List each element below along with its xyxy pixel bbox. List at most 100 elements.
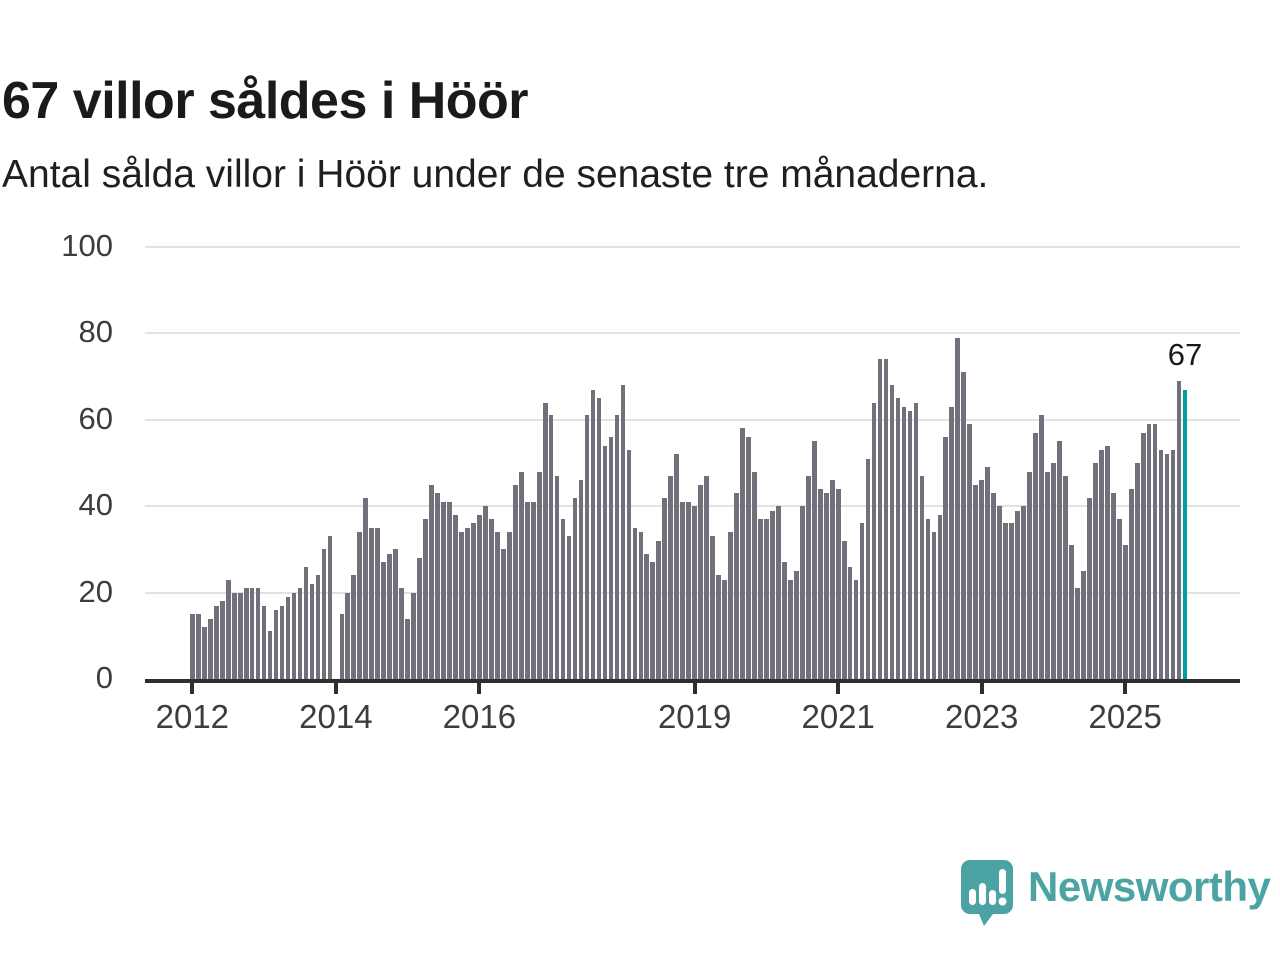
bar <box>925 519 931 679</box>
bar <box>829 480 835 679</box>
bar <box>1027 471 1032 679</box>
bar <box>548 415 554 679</box>
bar <box>650 562 656 679</box>
x-axis-tick-mark <box>836 683 841 694</box>
bar <box>297 588 303 679</box>
bar <box>1170 450 1176 679</box>
bar <box>871 402 877 679</box>
headline: 67 villor såldes i Höör <box>2 71 529 130</box>
bar <box>668 475 674 679</box>
bar <box>997 506 1002 679</box>
bar <box>524 501 530 679</box>
bar <box>327 536 333 679</box>
bar <box>793 571 799 679</box>
bar <box>477 514 482 679</box>
bar <box>1116 519 1122 679</box>
bar <box>734 493 739 679</box>
bar <box>542 402 548 679</box>
bar <box>937 514 943 679</box>
bar <box>758 519 763 679</box>
bar <box>195 614 201 679</box>
bar <box>895 398 901 679</box>
bar <box>913 402 919 679</box>
bar <box>931 532 937 679</box>
gridline <box>145 505 1240 508</box>
bar <box>1176 380 1182 679</box>
bar <box>578 480 584 679</box>
bar <box>243 588 249 679</box>
bar <box>740 428 745 679</box>
bar <box>686 501 692 679</box>
bar <box>590 389 596 679</box>
bar <box>441 501 446 679</box>
bar <box>1033 432 1038 679</box>
bar <box>752 471 757 679</box>
bar <box>471 523 476 679</box>
bar <box>345 592 351 679</box>
bar <box>411 592 416 679</box>
bar <box>369 527 375 679</box>
x-axis-tick-label: 2025 <box>1088 698 1162 735</box>
bar <box>500 549 506 679</box>
bar <box>1104 445 1110 679</box>
bar <box>237 592 243 679</box>
y-axis-tick-label: 80 <box>78 314 113 350</box>
bar <box>1069 545 1074 679</box>
bar <box>1063 475 1068 679</box>
bar <box>255 588 261 679</box>
x-axis-tick-mark <box>979 683 984 694</box>
bar <box>231 592 237 679</box>
bar <box>1087 497 1092 679</box>
bar <box>1009 523 1014 679</box>
chart-subtitle: Antal sålda villor i Höör under de senas… <box>2 153 989 196</box>
bar <box>1158 450 1164 679</box>
x-axis-tick-label: 2012 <box>155 698 230 735</box>
x-axis-tick-label: 2021 <box>801 698 875 735</box>
bar <box>1075 588 1080 679</box>
bar <box>554 475 560 679</box>
bar <box>351 575 357 679</box>
highlight-value-label: 67 <box>1167 337 1203 372</box>
x-axis-tick-label: 2023 <box>944 698 1019 735</box>
bar <box>279 605 285 679</box>
y-axis-tick-label: 100 <box>61 228 113 263</box>
bar <box>1122 545 1128 679</box>
bar <box>949 406 955 679</box>
highlighted-bar <box>1182 389 1188 679</box>
bar <box>835 488 841 679</box>
bar <box>572 497 578 679</box>
y-axis-tick-label: 60 <box>78 400 113 436</box>
bar <box>955 337 961 679</box>
bar <box>267 631 273 679</box>
bar <box>1051 463 1056 679</box>
bar <box>710 536 715 679</box>
bar <box>907 411 913 679</box>
bar <box>1045 471 1050 679</box>
bar <box>776 506 781 679</box>
bar <box>841 540 847 679</box>
bar <box>1003 523 1008 679</box>
bar <box>207 618 213 679</box>
bars-layer <box>145 247 1240 679</box>
bar <box>518 471 524 679</box>
bar <box>979 480 985 679</box>
bar <box>375 527 381 679</box>
bar <box>530 501 536 679</box>
bar <box>512 484 518 679</box>
bar <box>315 575 321 679</box>
bar <box>608 437 614 679</box>
bar <box>889 385 895 679</box>
bar <box>285 596 291 679</box>
logo-speech-bubble-chart-icon <box>961 860 1013 926</box>
bar <box>1140 432 1146 679</box>
bar <box>991 493 996 679</box>
bar <box>985 467 991 679</box>
bar <box>489 519 494 679</box>
bar <box>596 398 602 679</box>
x-axis-tick-label: 2014 <box>299 698 373 735</box>
bar <box>1015 510 1020 679</box>
bar <box>381 562 387 679</box>
bar <box>626 450 632 679</box>
bar <box>782 562 787 679</box>
x-axis-tick-label: 2016 <box>442 698 517 735</box>
